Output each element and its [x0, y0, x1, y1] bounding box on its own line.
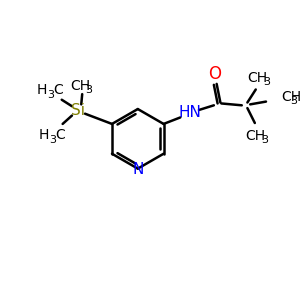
Text: 3: 3: [263, 77, 270, 87]
Text: Si: Si: [71, 103, 85, 118]
Text: 3: 3: [290, 96, 297, 106]
Text: CH: CH: [245, 129, 265, 143]
Text: CH: CH: [281, 90, 300, 104]
Text: N: N: [132, 162, 143, 177]
Text: H: H: [36, 83, 47, 98]
Text: CH: CH: [70, 79, 90, 93]
Text: 3: 3: [85, 85, 92, 95]
Text: 3: 3: [262, 135, 268, 145]
Text: HN: HN: [178, 105, 201, 120]
Text: C: C: [53, 83, 63, 98]
Text: 3: 3: [47, 90, 54, 100]
Text: C: C: [55, 128, 65, 142]
Text: O: O: [208, 65, 221, 83]
Text: CH: CH: [248, 71, 268, 85]
Text: H: H: [38, 128, 49, 142]
Text: 3: 3: [49, 135, 56, 145]
